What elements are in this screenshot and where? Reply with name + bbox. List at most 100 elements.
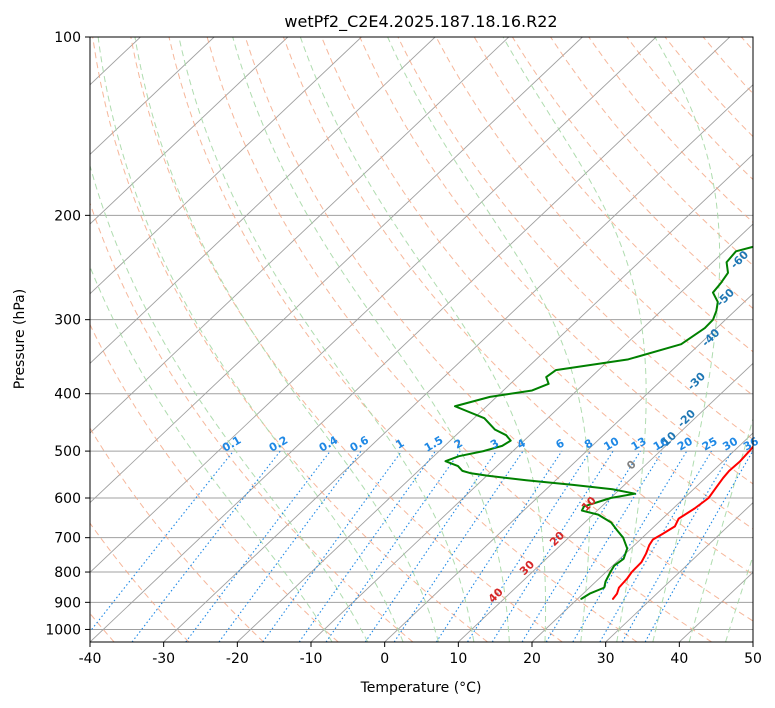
mixing-ratio-line — [298, 450, 436, 642]
isotherm-line — [90, 37, 289, 225]
moist-adiabat-line — [652, 37, 721, 642]
isotherm-line — [384, 293, 753, 642]
isotherm-line — [458, 362, 753, 642]
mixing-ratio-line — [218, 450, 362, 642]
y-tick-label: 900 — [54, 595, 81, 611]
moist-adiabat-line — [178, 37, 475, 642]
isotherm-line — [531, 432, 753, 642]
dry-adiabat-line — [130, 37, 563, 642]
x-tick-label: -30 — [152, 651, 175, 667]
x-tick-label: -10 — [300, 651, 323, 667]
x-tick-label: -20 — [226, 651, 249, 667]
isotherm-line — [163, 84, 753, 642]
dry-adiabat-line — [168, 37, 638, 642]
line-labels: 0.1 0.2 0.4 0.6 1 1.5 2 3 4 6 8 10 13 16 20 25 30 36-60-5… — [220, 248, 761, 606]
dry-adiabat-line — [550, 37, 753, 266]
mixing-ratio-label: 2 — [452, 437, 465, 452]
dry-adiabat-line — [473, 37, 753, 353]
x-axis-label: Temperature (°C) — [360, 680, 482, 696]
x-tick-label: 10 — [449, 651, 467, 667]
isotherm-line — [752, 641, 753, 642]
isotherm-line — [605, 502, 753, 642]
isotherm-label: -20 — [675, 407, 698, 430]
y-tick-label: 800 — [54, 565, 81, 581]
y-tick-label: 300 — [54, 313, 81, 329]
isotherm-label: 30 — [517, 558, 537, 578]
isotherm-label: 0 — [624, 458, 639, 473]
dry-adiabat-line — [206, 37, 712, 642]
moist-adiabat-line — [387, 37, 591, 642]
moist-adiabat-line — [299, 37, 547, 642]
mixing-ratio-line — [521, 450, 641, 642]
isotherm-line — [679, 571, 753, 642]
x-tick-label: 40 — [670, 651, 688, 667]
mixing-ratio-line — [262, 450, 403, 642]
data-lines — [444, 245, 753, 600]
x-axis: -40 -30 -20 -10 0 10 20 30 40 50 — [79, 642, 762, 667]
dry-adiabat-line — [90, 427, 264, 642]
moist-adiabat-line — [90, 265, 333, 642]
moist-adiabat-line — [232, 37, 510, 642]
mixing-ratio-line — [90, 450, 234, 633]
mixing-ratio-line — [131, 450, 281, 642]
plot-frame — [89, 36, 754, 643]
x-tick-label: 20 — [523, 651, 541, 667]
dry-adiabat-line — [321, 37, 753, 530]
y-tick-label: 200 — [54, 208, 81, 224]
isotherm-line — [0, 37, 67, 642]
isotherm-label: -60 — [728, 248, 751, 271]
dry-adiabat-line — [282, 37, 753, 576]
isotherm-line — [90, 37, 362, 295]
chart-title: wetPf2_C2E4.2025.187.18.16.R22 — [284, 12, 557, 32]
mixing-ratio-line — [621, 450, 733, 642]
y-axis: 100 200 300 400 500 600 700 800 900 1000 — [45, 30, 90, 638]
isotherm-line — [90, 37, 436, 364]
mixing-ratio-line — [393, 450, 524, 642]
y-tick-label: 600 — [54, 491, 81, 507]
y-tick-label: 500 — [54, 444, 81, 460]
moist-adiabat-line — [725, 554, 753, 642]
background-lines — [0, 37, 753, 642]
dry-adiabat-line — [90, 522, 190, 642]
isotherm-line — [90, 37, 510, 434]
y-axis-label: Pressure (hPa) — [12, 289, 28, 389]
dry-adiabat-line — [90, 323, 339, 642]
mixing-ratio-line — [435, 450, 563, 642]
moist-adiabat-line — [97, 37, 404, 642]
isotherm-line — [310, 223, 753, 642]
mixing-ratio-line — [325, 450, 461, 642]
isotherm-line — [90, 37, 215, 155]
x-tick-label: 0 — [380, 651, 389, 667]
isotherm-line — [237, 153, 753, 642]
mixing-ratio-label: 6 — [554, 436, 567, 451]
mixing-ratio-line — [364, 450, 497, 642]
dry-adiabat-line — [740, 37, 753, 51]
dry-adiabat-line — [435, 37, 753, 397]
dry-adiabat-line — [244, 37, 753, 622]
isotherm-line — [90, 37, 731, 642]
temperature-profile-line — [611, 445, 753, 600]
y-tick-label: 100 — [54, 30, 81, 46]
y-tick-label: 400 — [54, 387, 81, 403]
dry-adiabat-line — [588, 37, 753, 224]
x-tick-label: 50 — [744, 651, 762, 667]
mixing-ratio-line — [644, 450, 753, 642]
x-tick-label: 30 — [597, 651, 615, 667]
moist-adiabat-line — [688, 417, 753, 642]
dry-adiabat-line — [397, 37, 753, 441]
mixing-ratio-line — [491, 450, 614, 642]
moist-adiabat-line — [90, 163, 369, 642]
y-tick-label: 700 — [54, 531, 81, 547]
moist-adiabat-line — [134, 37, 439, 642]
mixing-ratio-line — [467, 450, 591, 642]
isotherm-label: 20 — [547, 529, 567, 549]
dewpoint-profile-line — [444, 245, 753, 600]
dry-adiabat-line — [92, 37, 488, 642]
x-tick-label: -40 — [79, 651, 102, 667]
dry-adiabat-line — [664, 37, 753, 138]
isotherm-line — [90, 37, 583, 504]
y-tick-label: 1000 — [45, 622, 81, 638]
mixing-ratio-label: 8 — [582, 437, 595, 452]
dry-adiabat-line — [359, 37, 753, 485]
